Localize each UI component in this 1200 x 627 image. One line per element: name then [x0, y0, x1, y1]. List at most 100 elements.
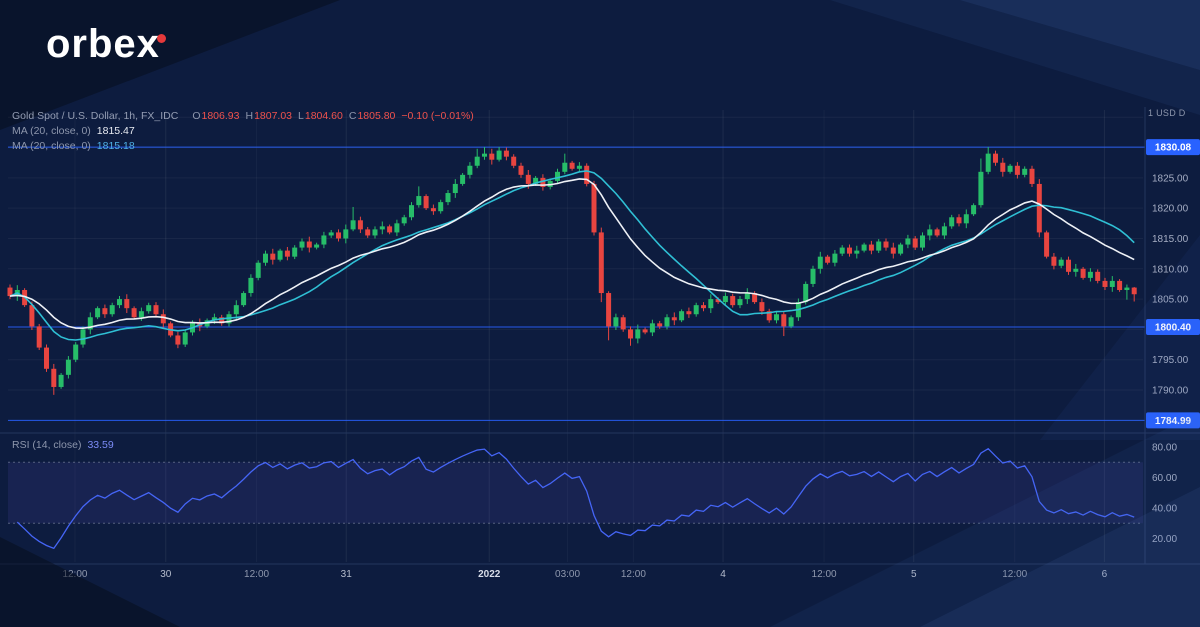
rsi-axis-label: 20.00: [1152, 534, 1177, 545]
candle-body: [460, 174, 466, 184]
candle-body: [927, 229, 933, 236]
candle-body: [1117, 280, 1123, 290]
candle-body: [182, 332, 188, 345]
orbex-logo-dot: [156, 33, 166, 43]
ma2-legend-row[interactable]: MA (20, close, 0) 1815.18: [12, 139, 474, 154]
time-axis-label: 12:00: [812, 569, 837, 580]
candle-body: [482, 153, 487, 157]
candle-body: [58, 374, 64, 387]
candle-body: [876, 241, 882, 251]
candle-body: [219, 317, 225, 324]
candle-body: [131, 308, 137, 318]
candle-body: [350, 220, 356, 230]
price-level-badge: [1146, 318, 1200, 335]
candle-body: [87, 317, 93, 330]
candle-body: [737, 299, 743, 306]
time-axis-label: 12:00: [1002, 569, 1027, 580]
candle-body: [146, 305, 152, 312]
rsi-legend-row[interactable]: RSI (14, close) 33.59: [12, 439, 114, 451]
candle-body: [978, 171, 984, 206]
candle-body: [73, 344, 79, 360]
candle-body: [649, 323, 655, 333]
candle-body: [511, 156, 517, 166]
candle-body: [752, 293, 758, 303]
candle-body: [606, 293, 612, 327]
candle-body: [357, 220, 363, 230]
candle-body: [314, 244, 320, 248]
candle-body: [248, 277, 254, 294]
candle-body: [372, 229, 378, 236]
candle-body: [781, 314, 787, 327]
candle-body: [628, 329, 633, 339]
candle-body: [124, 299, 130, 309]
candle-body: [292, 247, 298, 257]
candle-body: [306, 241, 312, 248]
candle-body: [489, 153, 495, 160]
candle-body: [263, 253, 268, 263]
candle-body: [701, 305, 706, 309]
rsi-line: [16, 447, 1135, 550]
ohlc-high-label: H: [245, 110, 254, 122]
price-axis-unit-note: 1 USD D: [1148, 108, 1186, 118]
candle-body: [299, 241, 305, 248]
candle-body: [518, 165, 524, 175]
candle-body: [1124, 287, 1130, 290]
candle-body: [562, 162, 568, 172]
candle-body: [671, 317, 677, 321]
symbol-legend-row[interactable]: Gold Spot / U.S. Dollar, 1h, FX_IDC O1806…: [12, 109, 474, 124]
candle-body: [241, 293, 247, 306]
candle-body: [452, 183, 458, 194]
candle-body: [1058, 259, 1064, 266]
ma1-legend-row[interactable]: MA (20, close, 0) 1815.47: [12, 124, 474, 139]
candle-body: [730, 296, 736, 306]
candle-body: [394, 223, 400, 233]
candle-body: [854, 250, 860, 254]
candle-body: [44, 347, 49, 369]
rsi-axis-label: 80.00: [1152, 442, 1177, 453]
ohlc-high-value: 1807.03: [254, 110, 293, 122]
candle-body: [321, 235, 327, 245]
candle-body: [1102, 280, 1108, 287]
candle-body: [423, 196, 429, 209]
candle-body: [379, 226, 385, 230]
candle-body: [941, 226, 947, 236]
candle-body: [971, 205, 977, 215]
candle-body: [722, 296, 728, 303]
rsi-label: RSI (14, close): [12, 439, 82, 451]
candle-body: [774, 314, 779, 321]
price-axis-label: 1790.00: [1152, 386, 1189, 397]
candle-body: [416, 196, 422, 206]
candle-body: [759, 302, 765, 312]
candle-body: [1007, 165, 1013, 172]
time-axis-label: 2022: [478, 569, 501, 580]
candle-body: [657, 323, 663, 327]
candle-body: [693, 305, 699, 315]
price-level-badge: [1146, 412, 1200, 429]
orbex-logo-text: orbex: [46, 22, 160, 66]
candle-body: [102, 308, 108, 315]
price-level-badge-text: 1830.08: [1155, 143, 1192, 154]
rsi-band: [8, 462, 1143, 524]
candle-body: [591, 183, 597, 233]
candle-body: [613, 317, 619, 327]
candle-body: [934, 229, 940, 236]
candle-body: [255, 262, 261, 278]
candle-body: [1000, 162, 1006, 172]
candle-body: [430, 208, 436, 212]
price-axis-label: 1810.00: [1152, 264, 1189, 275]
candle-body: [7, 287, 13, 297]
candle-body: [1014, 165, 1020, 175]
candle-body: [284, 250, 290, 257]
ma1-value: 1815.47: [96, 125, 135, 137]
candle-body: [109, 305, 115, 315]
candle-body: [445, 193, 451, 203]
candle-body: [715, 299, 721, 303]
candle-body: [1022, 168, 1028, 175]
candle-body: [920, 235, 925, 248]
candle-body: [598, 232, 604, 294]
candle-body: [905, 238, 911, 245]
candle-body: [1131, 287, 1137, 295]
symbol-title: Gold Spot / U.S. Dollar, 1h, FX_IDC: [12, 110, 179, 122]
